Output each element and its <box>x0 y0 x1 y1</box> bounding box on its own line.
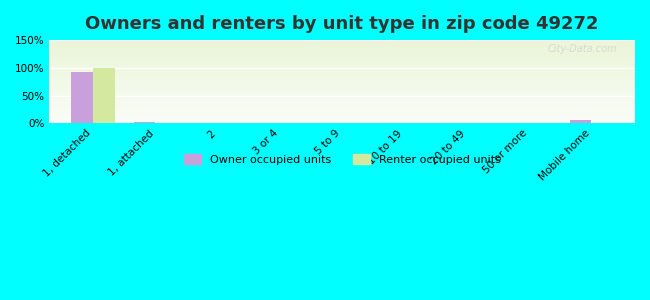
Legend: Owner occupied units, Renter occupied units: Owner occupied units, Renter occupied un… <box>179 150 505 169</box>
Bar <box>72 72 93 123</box>
Text: City-Data.com: City-Data.com <box>548 44 617 54</box>
Title: Owners and renters by unit type in zip code 49272: Owners and renters by unit type in zip c… <box>86 15 599 33</box>
Bar <box>93 68 115 123</box>
Bar <box>569 120 592 123</box>
Bar <box>134 122 155 123</box>
